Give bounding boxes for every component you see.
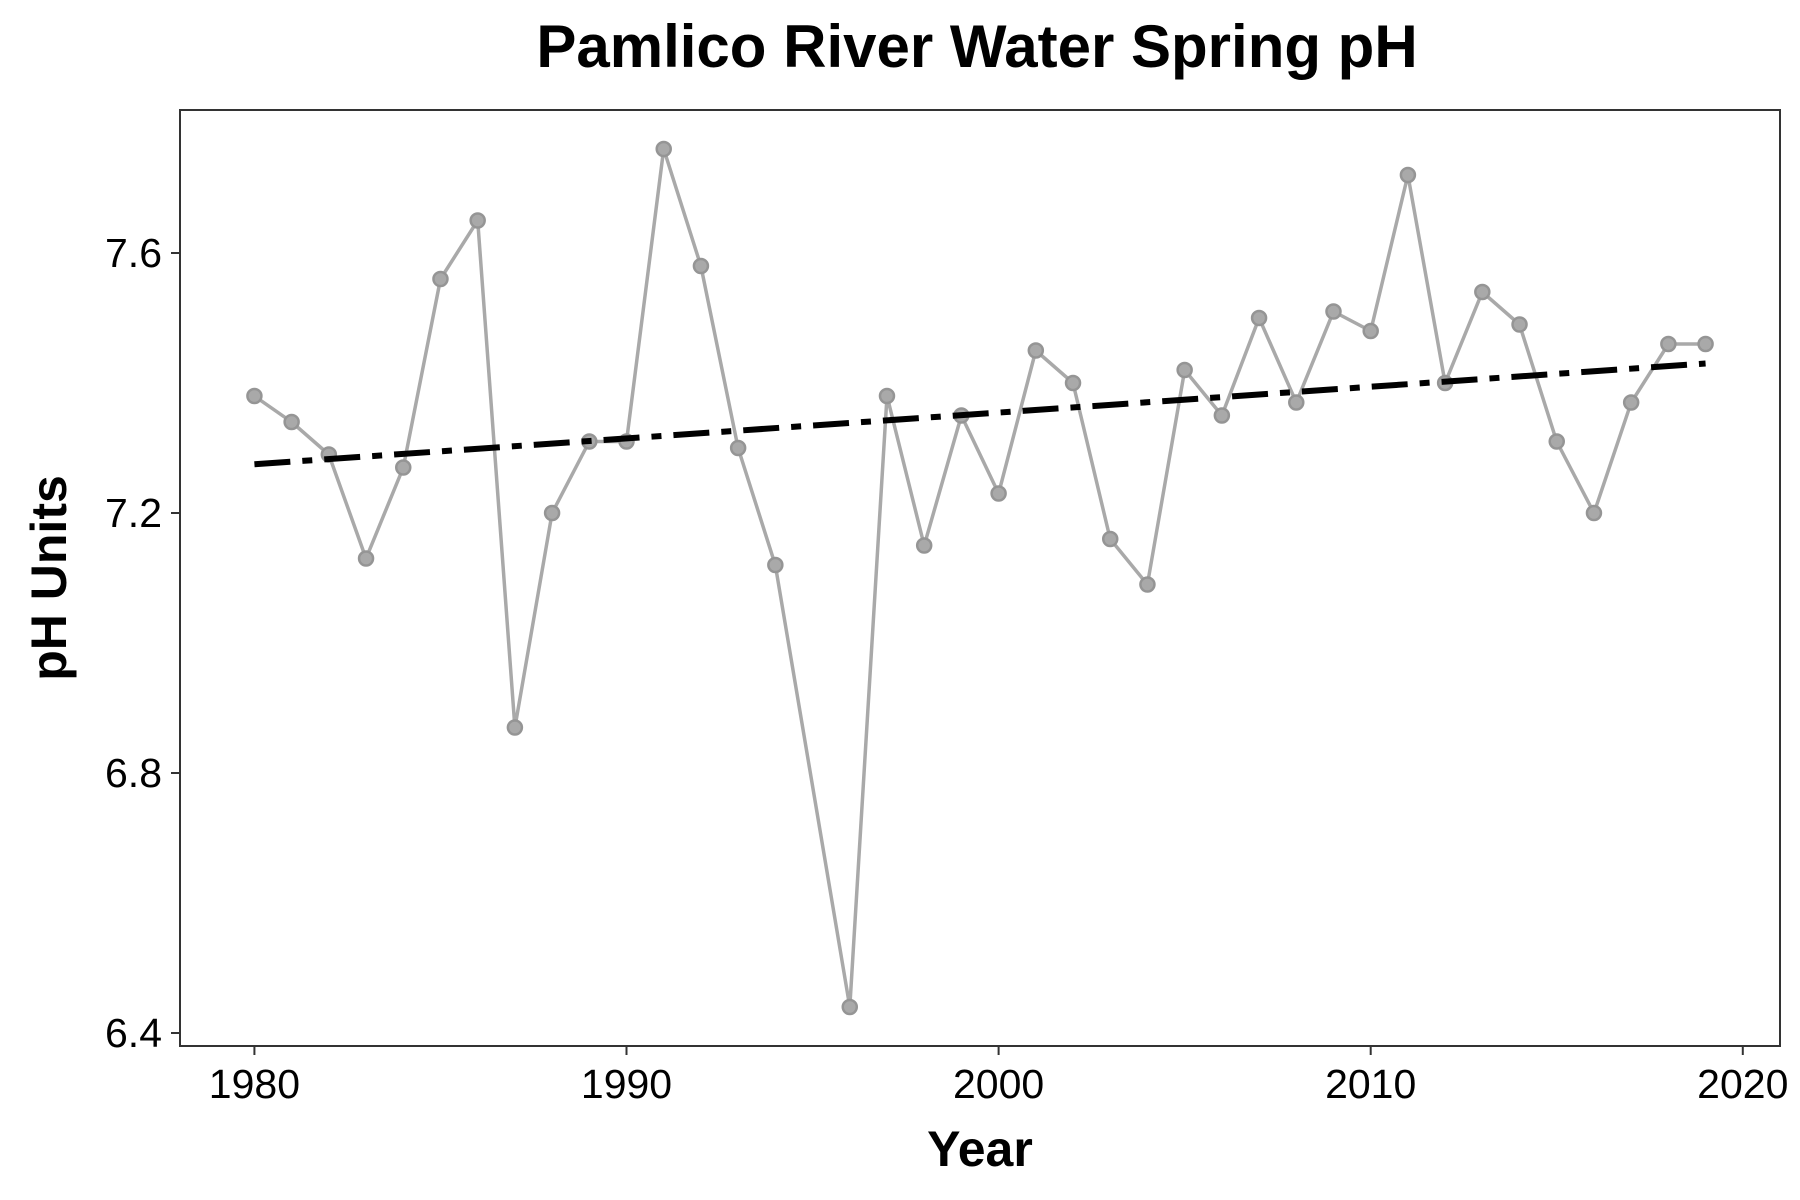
data-point [506,719,524,736]
data-point [767,556,784,574]
y-tick-label: 7.2 [105,490,162,536]
data-point [915,537,933,554]
data-point [432,270,449,288]
x-tick-label: 2010 [1325,1061,1416,1107]
plot-panel [179,109,1781,1047]
data-point [692,257,710,275]
data-point [729,439,747,457]
y-tick-label: 6.8 [105,750,162,796]
data-point [1548,433,1565,450]
data-point [1101,530,1119,548]
x-axis-label: Year [927,1121,1033,1177]
data-point [1325,303,1342,320]
trend-line [254,360,1706,468]
data-point [543,504,561,522]
data-point [357,550,375,567]
y-axis-label: pH Units [21,475,77,681]
data-point [878,387,896,405]
data-point [841,998,859,1016]
x-axis: 1980 1990 2000 2010 2020 [209,1046,1788,1107]
data-point [1622,394,1640,411]
data-point [1585,504,1603,522]
y-axis: 6.4 6.8 7.2 7.6 [105,230,180,1056]
data-point [1139,576,1156,593]
data-point [469,212,486,229]
y-tick-label: 7.6 [105,230,162,276]
x-tick-label: 2020 [1697,1061,1788,1107]
data-point [1176,361,1193,379]
data-point [1213,407,1231,424]
data-point [1027,342,1045,359]
data-point [1250,309,1268,327]
data-point [655,140,672,158]
data-point [1660,335,1677,353]
data-point [1399,166,1417,184]
data-point [1697,335,1714,353]
trend-layer [254,360,1706,468]
data-point [1362,322,1379,340]
x-tick-label: 2000 [953,1061,1044,1107]
data-point [1064,374,1082,392]
chart-title: Pamlico River Water Spring pH [536,13,1417,80]
data-point [395,459,412,476]
data-point [283,413,300,431]
x-tick-label: 1980 [209,1061,300,1107]
data-point [1511,316,1528,333]
y-tick-label: 6.4 [105,1010,162,1056]
data-point [1288,394,1305,411]
data-point [990,485,1007,502]
data-point [246,387,263,405]
x-tick-label: 1990 [581,1061,672,1107]
data-point [1474,283,1491,301]
